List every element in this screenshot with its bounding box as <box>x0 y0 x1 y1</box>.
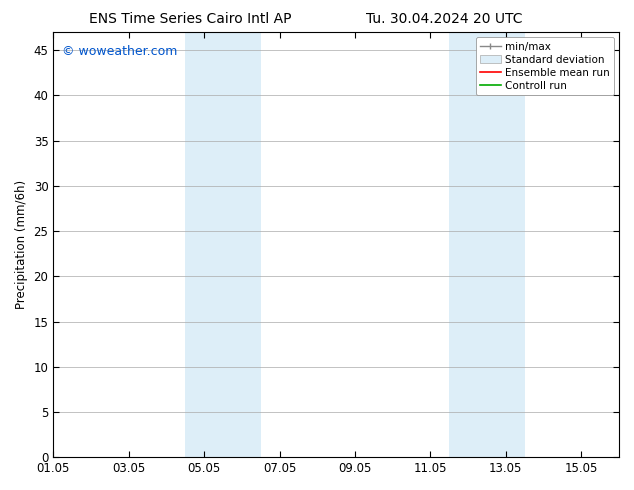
Bar <box>450 32 525 457</box>
Text: ENS Time Series Cairo Intl AP: ENS Time Series Cairo Intl AP <box>89 12 292 26</box>
Text: Tu. 30.04.2024 20 UTC: Tu. 30.04.2024 20 UTC <box>366 12 522 26</box>
Y-axis label: Precipitation (mm/6h): Precipitation (mm/6h) <box>15 180 28 309</box>
Legend: min/max, Standard deviation, Ensemble mean run, Controll run: min/max, Standard deviation, Ensemble me… <box>476 37 614 95</box>
Bar <box>185 32 261 457</box>
Text: © woweather.com: © woweather.com <box>61 45 177 58</box>
